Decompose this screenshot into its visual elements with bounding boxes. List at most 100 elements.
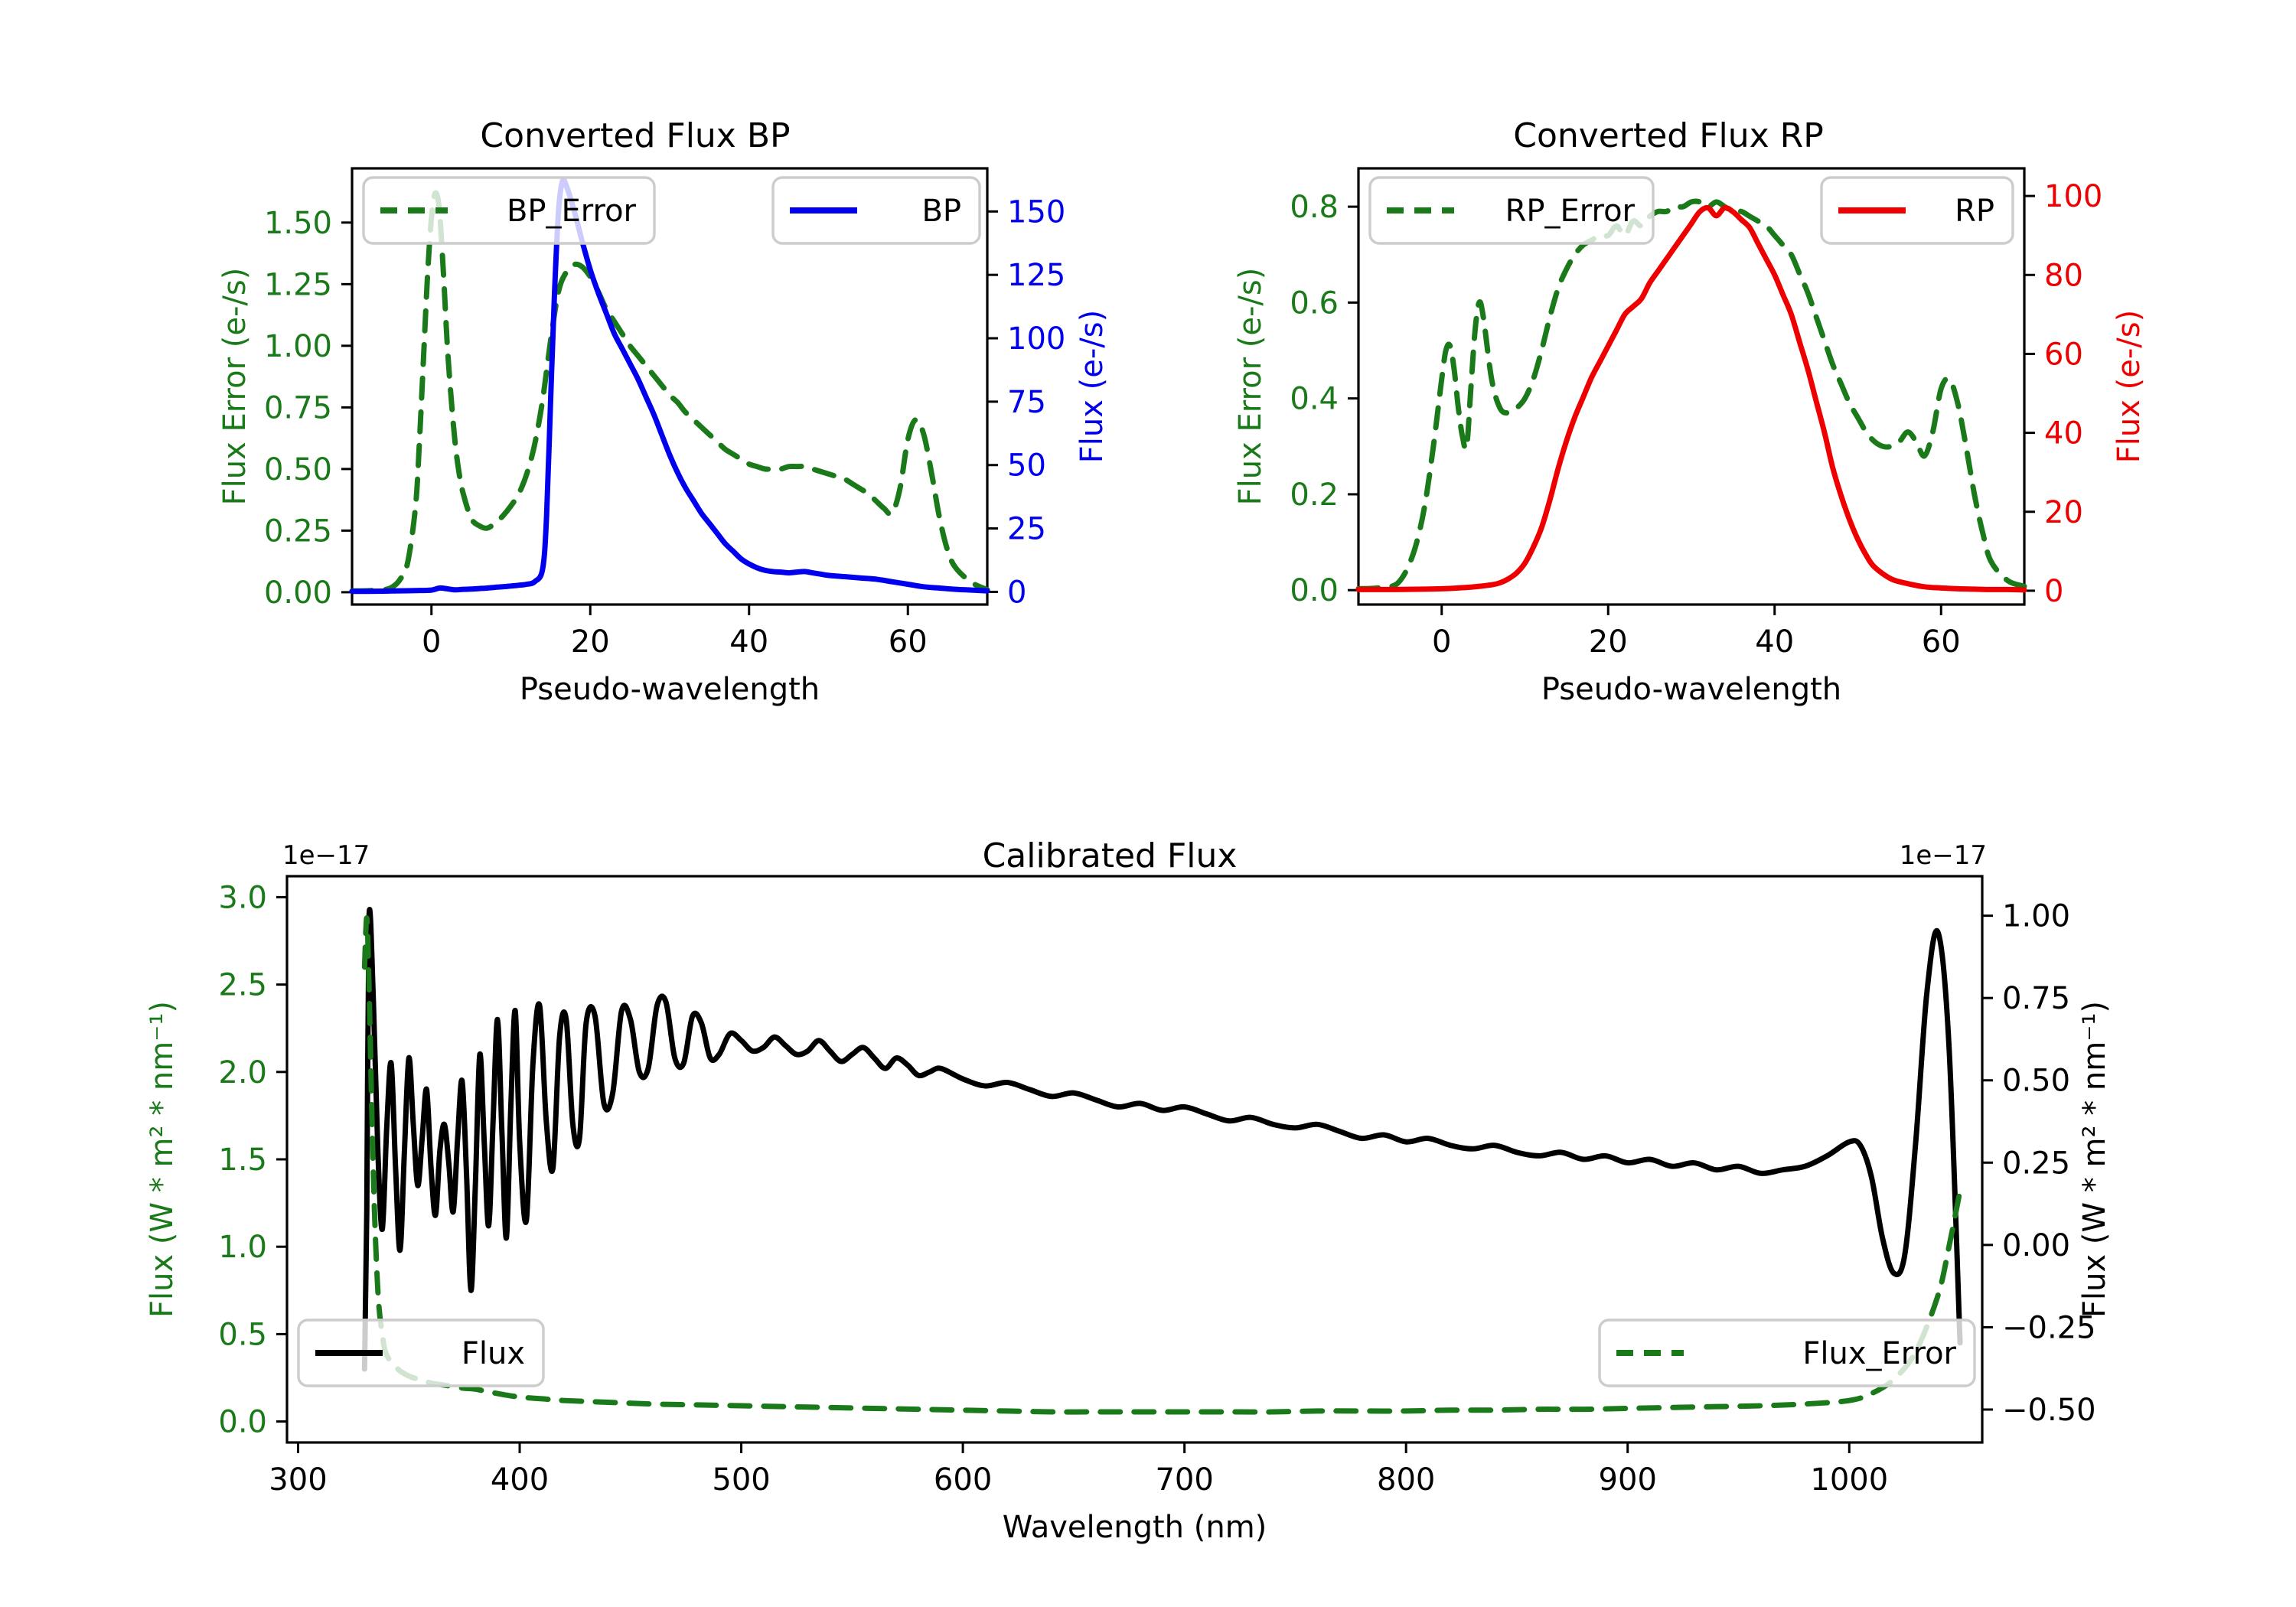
x-tick-label: 40 <box>729 624 768 660</box>
chart-calibrated-flux: Calibrated Flux 300 400 500 600 700 800 900 100… <box>145 836 2112 1545</box>
x-tick-label: 0 <box>422 624 441 660</box>
y-tick-label-right: 100 <box>1007 321 1065 357</box>
legend-flux-error[interactable]: Flux_Error <box>1598 1319 1976 1387</box>
series-curve-flux <box>361 907 1963 1372</box>
y-tick-label-right: 20 <box>2044 495 2083 530</box>
x-tick-label: 500 <box>712 1462 770 1498</box>
legend-label: RP_Error <box>1505 194 1636 229</box>
y-tick-label-left: 0.4 <box>1290 382 1339 417</box>
y-tick-label-left: 1.50 <box>264 206 332 241</box>
y-tick-label-right: 125 <box>1007 258 1065 293</box>
y-axis-label-left: Flux (W * m² * nm⁻¹) <box>145 1001 180 1318</box>
chart-converted-flux-rp: Converted Flux RP 0 20 40 60 Pseudo-waveleng… <box>1233 116 2147 707</box>
y-tick-label-left: 1.0 <box>218 1230 267 1265</box>
legend-rp-error[interactable]: RP_Error <box>1368 176 1655 245</box>
legend-label: Flux_Error <box>1802 1336 1956 1371</box>
y-tick-label-left: 2.0 <box>218 1055 267 1090</box>
y-tick-label-right: 0.75 <box>2002 981 2070 1016</box>
legend-label: BP_Error <box>507 194 637 229</box>
y-tick-label-right: 0 <box>1007 575 1026 610</box>
rp-title: Converted Flux RP <box>1513 116 1824 155</box>
x-tick-label: 900 <box>1599 1462 1657 1498</box>
chart-converted-flux-bp: Converted Flux BP 0 20 40 60 Pseudo-waveleng… <box>217 116 1110 707</box>
x-tick-label: 1000 <box>1810 1462 1888 1498</box>
y-tick-label-left: 0.2 <box>1290 478 1339 513</box>
legend-bp-error[interactable]: BP_Error <box>362 176 656 245</box>
y-tick-label-left: 0.50 <box>264 452 332 487</box>
y-tick-label-left: 0.25 <box>264 513 332 549</box>
x-tick-label: 800 <box>1377 1462 1435 1498</box>
plot-frame <box>1357 167 2026 606</box>
x-axis-label: Pseudo-wavelength <box>1541 672 1841 707</box>
y-axis-label-right: Flux (e-/s) <box>1075 310 1110 463</box>
series-curve-bp <box>349 176 990 595</box>
x-tick-label: 300 <box>269 1462 327 1498</box>
series-curve-rp_error <box>1355 198 2027 592</box>
y-tick-label-right: 0.00 <box>2002 1228 2070 1263</box>
y-tick-label-right: 80 <box>2044 258 2083 293</box>
legend-label: Flux <box>461 1336 525 1371</box>
legend-flux[interactable]: Flux <box>297 1319 545 1387</box>
y-axis-label-left: Flux Error (e-/s) <box>1233 268 1268 506</box>
y-tick-label-left: 0.75 <box>264 390 332 425</box>
x-tick-label: 400 <box>491 1462 549 1498</box>
y-offset-exponent-left: 1e−17 <box>282 840 370 871</box>
y-tick-label-right: 0.25 <box>2002 1146 2070 1181</box>
legend-rp[interactable]: RP <box>1820 176 2014 245</box>
y-tick-label-left: 1.25 <box>264 267 332 302</box>
panel-converted-flux-rp: Converted Flux RP 0 20 40 60 Pseudo-waveleng… <box>1233 115 2147 773</box>
y-tick-label-right: −0.25 <box>2002 1310 2096 1345</box>
x-tick-label: 20 <box>571 624 610 660</box>
y-tick-label-right: 100 <box>2044 179 2102 214</box>
series-curve-rp <box>1355 204 2027 593</box>
x-axis-label: Pseudo-wavelength <box>520 672 820 707</box>
y-tick-label-left: 0.0 <box>218 1405 267 1440</box>
series-curve-bp_error <box>349 190 990 594</box>
y-tick-label-left: 2.5 <box>218 968 267 1003</box>
y-tick-label-right: 25 <box>1007 512 1046 547</box>
plot-frame <box>351 167 989 606</box>
legend-box <box>362 176 656 245</box>
y-tick-label-right: 0 <box>2044 574 2063 609</box>
y-tick-label-left: 0.5 <box>218 1317 267 1352</box>
x-tick-label: 60 <box>1922 624 1961 660</box>
x-tick-label: 60 <box>889 624 928 660</box>
legend-box <box>771 176 981 245</box>
y-tick-label-left: 1.5 <box>218 1143 267 1178</box>
y-tick-label-right: 50 <box>1007 448 1046 484</box>
legend-box <box>1598 1319 1976 1387</box>
x-tick-label: 20 <box>1589 624 1628 660</box>
y-tick-label-right: 75 <box>1007 385 1046 420</box>
y-tick-label-right: 0.50 <box>2002 1064 2070 1099</box>
y-tick-label-right: 1.00 <box>2002 899 2070 934</box>
bp-title: Converted Flux BP <box>480 116 790 155</box>
y-tick-label-right: −0.50 <box>2002 1393 2096 1428</box>
legend-label: BP <box>921 194 961 229</box>
y-axis-label-left: Flux Error (e-/s) <box>217 268 253 506</box>
y-tick-label-right: 150 <box>1007 194 1065 230</box>
y-tick-label-left: 3.0 <box>218 880 267 915</box>
legend-box <box>297 1319 545 1387</box>
x-axis-label: Wavelength (nm) <box>1003 1510 1267 1545</box>
x-tick-label: 600 <box>934 1462 992 1498</box>
y-tick-label-left: 0.00 <box>264 575 332 611</box>
panel-calibrated-flux: Calibrated Flux 300 400 500 600 700 800 900 100… <box>145 830 2204 1596</box>
panel-converted-flux-bp: Converted Flux BP 0 20 40 60 Pseudo-waveleng… <box>217 115 1110 773</box>
y-tick-label-left: 0.0 <box>1290 573 1339 608</box>
x-tick-label: 700 <box>1155 1462 1213 1498</box>
y-axis-label-right: Flux (W * m² * nm⁻¹) <box>2077 1001 2112 1318</box>
y-tick-label-right: 60 <box>2044 337 2083 372</box>
legend-label: RP <box>1955 194 1994 229</box>
legend-box <box>1820 176 2014 245</box>
legend-box <box>1368 176 1655 245</box>
x-tick-label: 0 <box>1432 624 1451 660</box>
y-tick-label-left: 0.6 <box>1290 285 1339 321</box>
y-axis-label-right: Flux (e-/s) <box>2112 310 2147 463</box>
y-tick-label-left: 1.00 <box>264 329 332 364</box>
y-tick-label-right: 40 <box>2044 416 2083 451</box>
calibrated-title: Calibrated Flux <box>983 836 1238 875</box>
y-offset-exponent-right: 1e−17 <box>1900 840 1987 871</box>
x-tick-label: 40 <box>1755 624 1794 660</box>
legend-bp[interactable]: BP <box>771 176 981 245</box>
